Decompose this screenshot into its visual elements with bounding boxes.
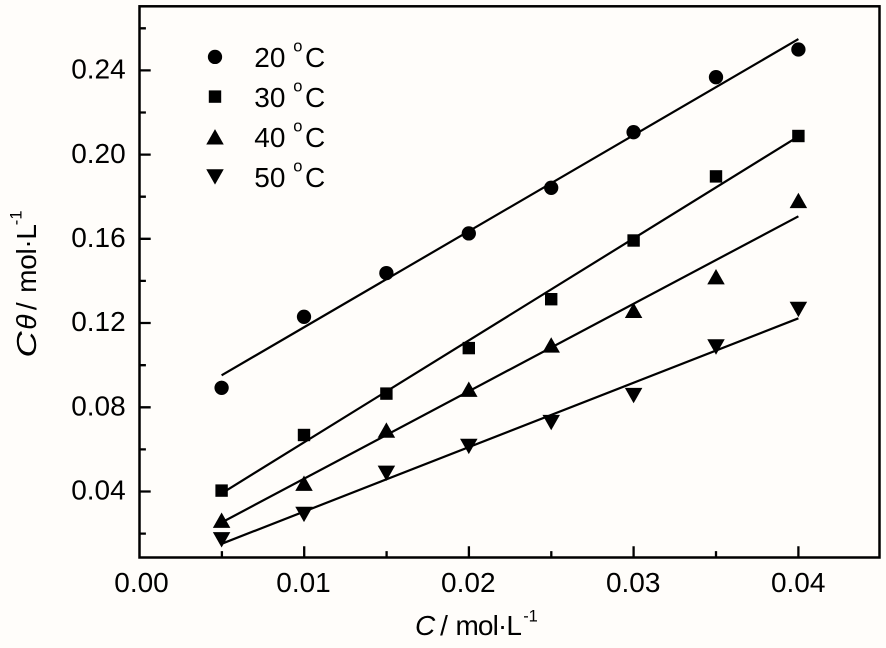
svg-text:mol·L: mol·L [11, 224, 42, 293]
svg-text:θ: θ [11, 314, 42, 329]
svg-text:-: - [7, 220, 25, 226]
svg-text:0.01: 0.01 [276, 567, 331, 598]
svg-text:20 oC: 20 oC [254, 38, 325, 73]
svg-text:/: / [440, 610, 448, 641]
svg-text:30 oC: 30 oC [254, 78, 325, 113]
svg-text:0.12: 0.12 [71, 306, 126, 337]
svg-text:mol·L: mol·L [456, 610, 522, 641]
svg-text:-1: -1 [523, 608, 538, 626]
svg-text:0.04: 0.04 [71, 475, 126, 506]
svg-text:/: / [11, 302, 42, 310]
svg-text:0.08: 0.08 [71, 391, 126, 422]
svg-text:0.03: 0.03 [606, 567, 661, 598]
svg-text:0.24: 0.24 [71, 54, 126, 85]
svg-text:0.20: 0.20 [71, 138, 126, 169]
svg-text:0.00: 0.00 [114, 567, 169, 598]
svg-text:40 oC: 40 oC [254, 118, 325, 153]
svg-text:C: C [11, 331, 42, 358]
svg-text:0.04: 0.04 [771, 567, 826, 598]
svg-text:50 oC: 50 oC [254, 158, 325, 193]
svg-text:1: 1 [7, 210, 25, 219]
svg-text:C: C [415, 610, 436, 641]
svg-text:0.16: 0.16 [71, 222, 126, 253]
svg-text:0.02: 0.02 [441, 567, 496, 598]
